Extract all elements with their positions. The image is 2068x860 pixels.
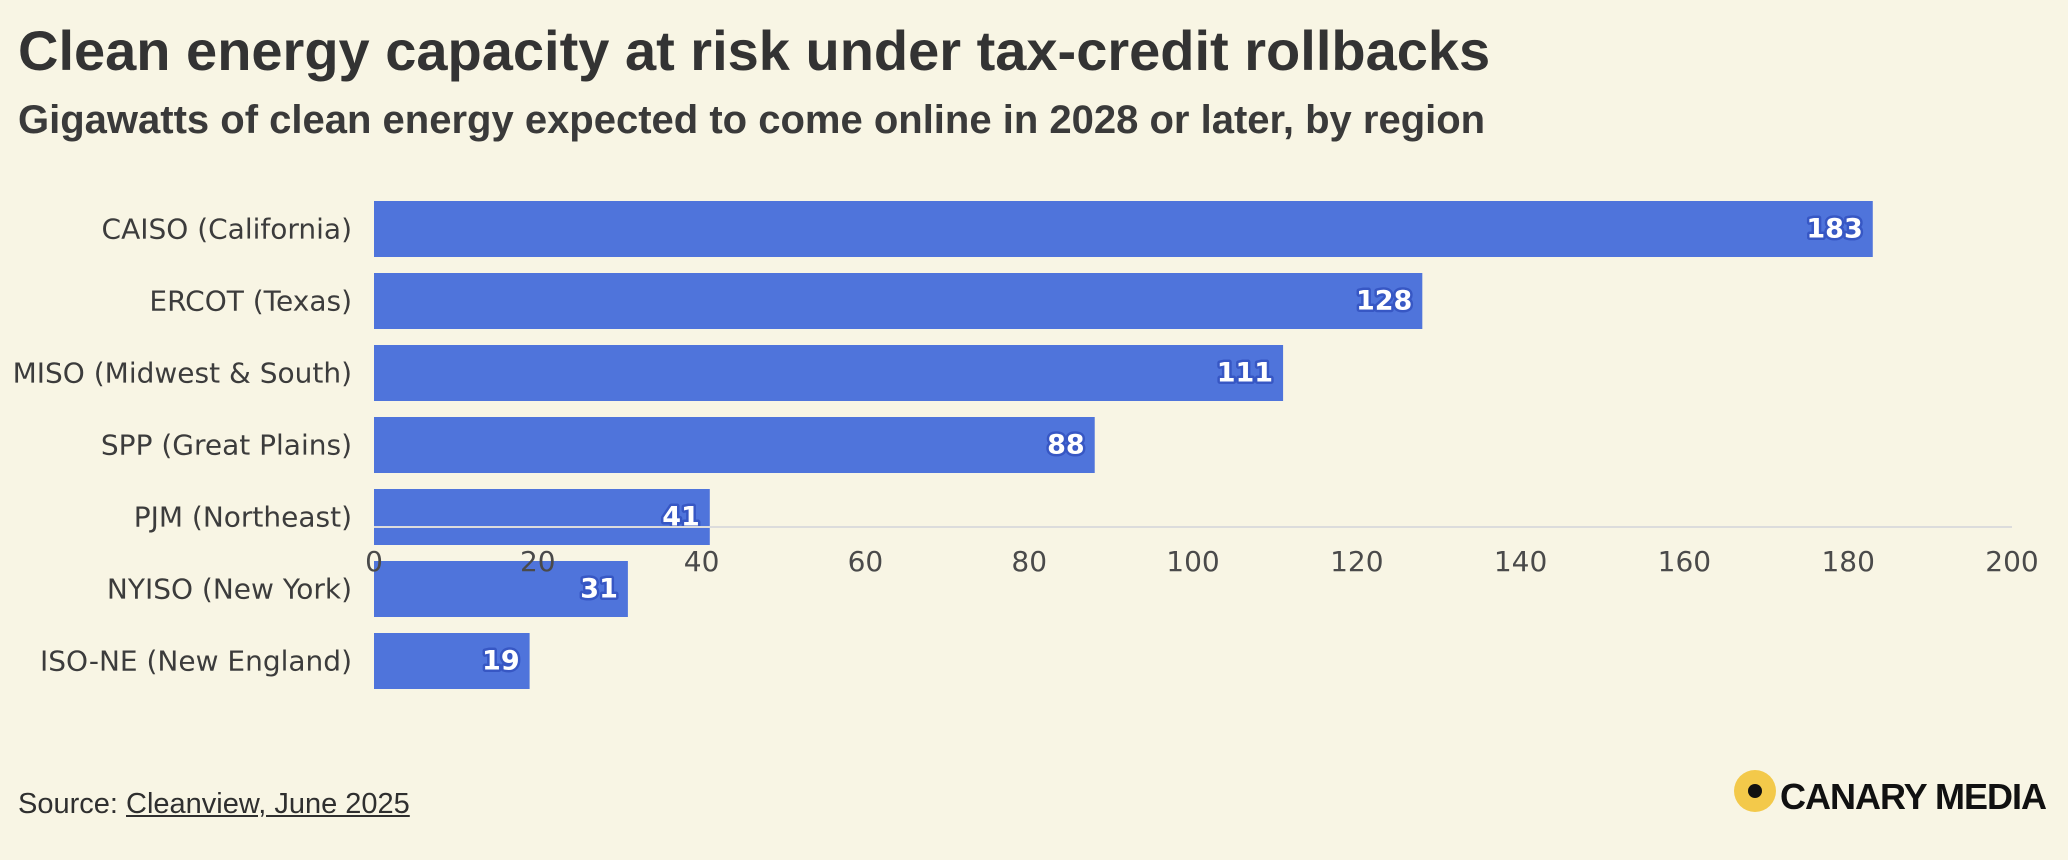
source-prefix: Source:: [18, 788, 118, 820]
value-label: 41: [662, 502, 700, 533]
bar-3: [374, 417, 1095, 473]
source-note: Source: Cleanview, June 2025: [18, 788, 410, 821]
category-label: ERCOT (Texas): [149, 285, 352, 318]
value-label: 88: [1047, 430, 1085, 461]
bar-group: CAISO (California) 183 ERCOT (Texas) 128 MIS…: [13, 201, 1873, 689]
x-tick-label: 160: [1658, 545, 1711, 578]
x-tick-label: 200: [1985, 545, 2038, 578]
value-label: 183: [1806, 214, 1862, 245]
value-label: 128: [1356, 286, 1412, 317]
x-axis-ticks: 0 20 40 60 80 100 120 140 160 180 200: [365, 545, 2039, 578]
category-label: NYISO (New York): [107, 573, 352, 606]
category-label: MISO (Midwest & South): [13, 357, 352, 390]
x-tick-label: 40: [684, 545, 720, 578]
bar-4: [374, 489, 710, 545]
category-label: CAISO (California): [102, 213, 352, 246]
brand-name: CANARY MEDIA: [1779, 776, 2047, 817]
value-label: 111: [1217, 358, 1273, 389]
bar-1: [374, 273, 1423, 329]
x-tick-label: 60: [848, 545, 884, 578]
category-label: PJM (Northeast): [134, 501, 352, 534]
x-tick-label: 180: [1821, 545, 1874, 578]
x-tick-label: 100: [1166, 545, 1219, 578]
bar-6: [374, 633, 530, 689]
bar-5: [374, 561, 628, 617]
x-tick-label: 0: [365, 545, 383, 578]
value-label: 31: [580, 574, 618, 605]
value-label: 19: [482, 646, 520, 677]
brand-logo[interactable]: CANARY MEDIA: [1733, 770, 2047, 818]
x-tick-label: 20: [520, 545, 556, 578]
source-link[interactable]: Cleanview, June 2025: [126, 788, 410, 820]
x-tick-label: 140: [1494, 545, 1547, 578]
canary-logo-icon: [1733, 770, 1776, 812]
category-label: SPP (Great Plains): [101, 429, 352, 462]
bar-2: [374, 345, 1284, 401]
x-tick-label: 80: [1011, 545, 1047, 578]
bar-0: [374, 201, 1873, 257]
chart-title: Clean energy capacity at risk under tax-…: [18, 19, 1491, 82]
x-tick-label: 120: [1330, 545, 1383, 578]
category-label: ISO-NE (New England): [40, 645, 352, 678]
bar-chart: CAISO (California) 183 ERCOT (Texas) 128 MIS…: [13, 201, 2039, 689]
chart-subtitle: Gigawatts of clean energy expected to co…: [18, 98, 1486, 142]
